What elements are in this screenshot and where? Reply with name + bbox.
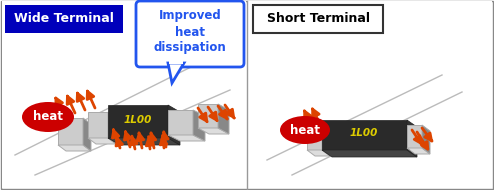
Text: Improved
heat
dissipation: Improved heat dissipation [154,10,226,55]
Polygon shape [88,138,116,144]
Text: heat: heat [290,124,320,136]
Bar [5,5,123,33]
Text: heat: heat [33,111,63,124]
Polygon shape [198,128,229,134]
Ellipse shape [280,116,330,144]
Polygon shape [83,118,91,151]
Bar [169,61,183,64]
Polygon shape [58,145,91,151]
Text: 1L00: 1L00 [350,128,378,138]
Polygon shape [168,135,205,141]
Polygon shape [407,148,430,154]
Bar [248,1,492,188]
Polygon shape [58,118,83,145]
Polygon shape [322,120,407,150]
Polygon shape [407,125,422,148]
Bar [253,5,383,33]
Polygon shape [168,63,184,83]
Polygon shape [322,150,417,157]
Text: Wide Terminal: Wide Terminal [14,13,114,25]
Polygon shape [193,110,205,141]
Polygon shape [218,104,229,134]
Polygon shape [198,104,218,128]
Polygon shape [108,105,168,138]
FancyBboxPatch shape [136,1,244,67]
Polygon shape [307,150,330,156]
Polygon shape [407,120,417,157]
Polygon shape [307,128,322,150]
Polygon shape [168,105,180,145]
Polygon shape [108,138,180,145]
Polygon shape [88,112,108,138]
Ellipse shape [22,102,74,132]
Bar [2,1,246,188]
Text: 1L00: 1L00 [124,115,152,125]
Polygon shape [108,112,116,144]
Polygon shape [322,128,330,156]
Polygon shape [168,110,193,135]
Text: Short Terminal: Short Terminal [266,13,370,25]
Polygon shape [422,125,430,154]
